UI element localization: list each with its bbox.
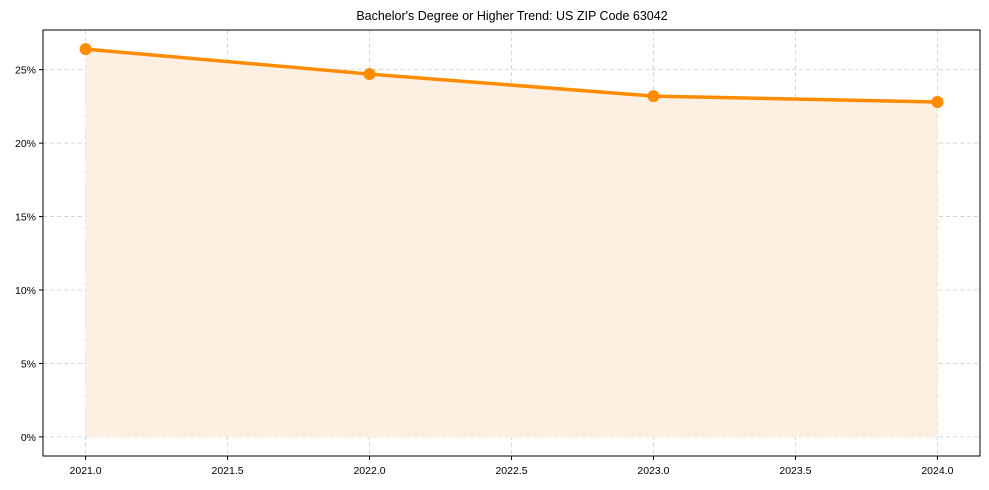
x-tick-label: 2023.5 (779, 465, 811, 477)
data-point-marker (363, 68, 376, 81)
trend-line (83, 47, 940, 104)
x-tick-label: 2023.0 (637, 465, 669, 477)
y-tick-label: 15% (15, 212, 36, 224)
y-tick-label: 25% (15, 65, 36, 77)
y-tick-label: 20% (15, 138, 36, 150)
x-tick-label: 2021.0 (70, 465, 102, 477)
data-point-marker (647, 90, 660, 103)
y-tick-label: 10% (15, 285, 36, 297)
x-tick-label: 2024.0 (921, 465, 953, 477)
x-tick-label: 2021.5 (211, 465, 243, 477)
y-tick-label: 0% (21, 432, 36, 444)
area-fill (85, 49, 938, 437)
y-tick-label: 5% (21, 358, 36, 370)
data-markers (79, 43, 944, 108)
x-tick-label: 2022.5 (495, 465, 527, 477)
x-axis-ticks: 2021.0 2021.5 2022.0 2022.5 2023.0 2023.5 2024… (70, 456, 954, 477)
data-point-marker (79, 43, 92, 56)
area-fill-shape (85, 49, 938, 437)
chart-title: Bachelor's Degree or Higher Trend: US ZI… (356, 9, 667, 23)
x-tick-label: 2022.0 (353, 465, 385, 477)
y-axis-ticks: 0% 5% 10% 15% 20% 25% (15, 65, 43, 444)
data-line (83, 47, 940, 104)
data-point-marker (931, 95, 944, 108)
